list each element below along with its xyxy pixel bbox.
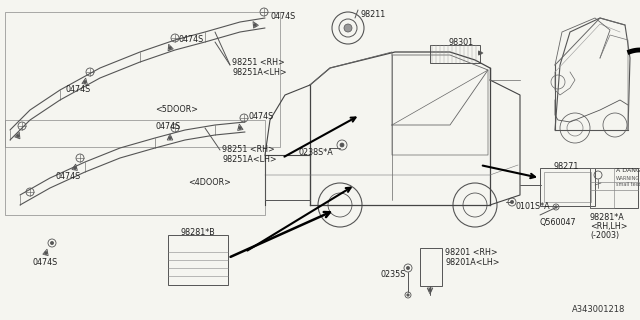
Bar bbox=[590, 168, 638, 208]
Text: 0101S*A: 0101S*A bbox=[515, 202, 550, 211]
Text: small text: small text bbox=[616, 182, 640, 187]
Text: 0474S: 0474S bbox=[178, 35, 204, 44]
Circle shape bbox=[83, 81, 86, 84]
Circle shape bbox=[511, 200, 514, 204]
Bar bbox=[540, 168, 595, 206]
Text: 98251 <RH>: 98251 <RH> bbox=[222, 145, 275, 154]
Text: 98251A<LH>: 98251A<LH> bbox=[232, 68, 287, 77]
Circle shape bbox=[168, 46, 172, 50]
Text: A343001218: A343001218 bbox=[572, 305, 625, 314]
Bar bbox=[420, 248, 442, 286]
Text: 98251 <RH>: 98251 <RH> bbox=[232, 58, 285, 67]
Text: <4DOOR>: <4DOOR> bbox=[188, 178, 231, 187]
Circle shape bbox=[17, 134, 19, 138]
Circle shape bbox=[429, 289, 431, 292]
Text: Q560047: Q560047 bbox=[540, 218, 577, 227]
Text: WARNING: WARNING bbox=[616, 176, 640, 181]
Circle shape bbox=[239, 126, 241, 130]
Text: (-2003): (-2003) bbox=[590, 231, 619, 240]
Circle shape bbox=[74, 166, 77, 170]
Bar bbox=[168, 235, 228, 285]
Bar bbox=[430, 45, 480, 63]
Text: 98301: 98301 bbox=[448, 38, 473, 47]
Text: 0235S: 0235S bbox=[380, 270, 405, 279]
Text: 0474S: 0474S bbox=[55, 172, 80, 181]
Text: 98201A<LH>: 98201A<LH> bbox=[445, 258, 499, 267]
Circle shape bbox=[344, 24, 352, 32]
Text: <5DOOR>: <5DOOR> bbox=[155, 105, 198, 114]
Circle shape bbox=[479, 52, 481, 54]
Text: 98251A<LH>: 98251A<LH> bbox=[222, 155, 276, 164]
Bar bbox=[5, 120, 265, 215]
Circle shape bbox=[406, 266, 410, 269]
Circle shape bbox=[555, 206, 557, 208]
Bar bbox=[590, 168, 614, 208]
Text: A DANGER: A DANGER bbox=[616, 168, 640, 173]
Circle shape bbox=[51, 241, 54, 244]
Circle shape bbox=[45, 252, 47, 254]
Text: 98201 <RH>: 98201 <RH> bbox=[445, 248, 498, 257]
Text: <RH,LH>: <RH,LH> bbox=[590, 222, 627, 231]
Bar bbox=[5, 12, 280, 147]
Text: 0474S: 0474S bbox=[155, 122, 180, 131]
Bar bbox=[544, 172, 591, 202]
Text: 0474S: 0474S bbox=[65, 85, 90, 94]
Text: 0238S*A: 0238S*A bbox=[298, 148, 333, 157]
Circle shape bbox=[340, 143, 344, 147]
Text: 0474S: 0474S bbox=[270, 12, 295, 21]
Text: 98271: 98271 bbox=[554, 162, 579, 171]
Circle shape bbox=[253, 23, 257, 27]
Text: 0474S: 0474S bbox=[248, 112, 273, 121]
Text: 98211: 98211 bbox=[360, 10, 385, 19]
Circle shape bbox=[407, 294, 409, 296]
Circle shape bbox=[168, 137, 172, 140]
Text: 98281*A: 98281*A bbox=[590, 213, 625, 222]
Text: 98281*B: 98281*B bbox=[180, 228, 215, 237]
Text: 0474S: 0474S bbox=[32, 258, 57, 267]
